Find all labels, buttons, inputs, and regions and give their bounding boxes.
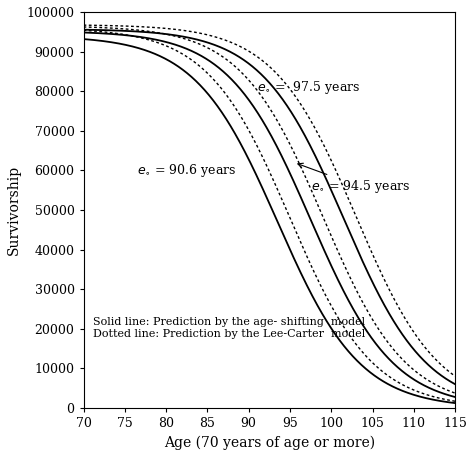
Text: Solid line: Prediction by the age- shifting  model
Dotted line: Prediction by th: Solid line: Prediction by the age- shift… xyxy=(93,317,365,339)
Text: $e_{\circ}$ =  97.5 years: $e_{\circ}$ = 97.5 years xyxy=(257,79,360,96)
Y-axis label: Survivorship: Survivorship xyxy=(7,165,21,255)
Text: $e_{\circ}$ = 94.5 years: $e_{\circ}$ = 94.5 years xyxy=(298,163,410,195)
X-axis label: Age (70 years of age or more): Age (70 years of age or more) xyxy=(164,436,375,450)
Text: $e_{\circ}$ = 90.6 years: $e_{\circ}$ = 90.6 years xyxy=(137,162,237,179)
